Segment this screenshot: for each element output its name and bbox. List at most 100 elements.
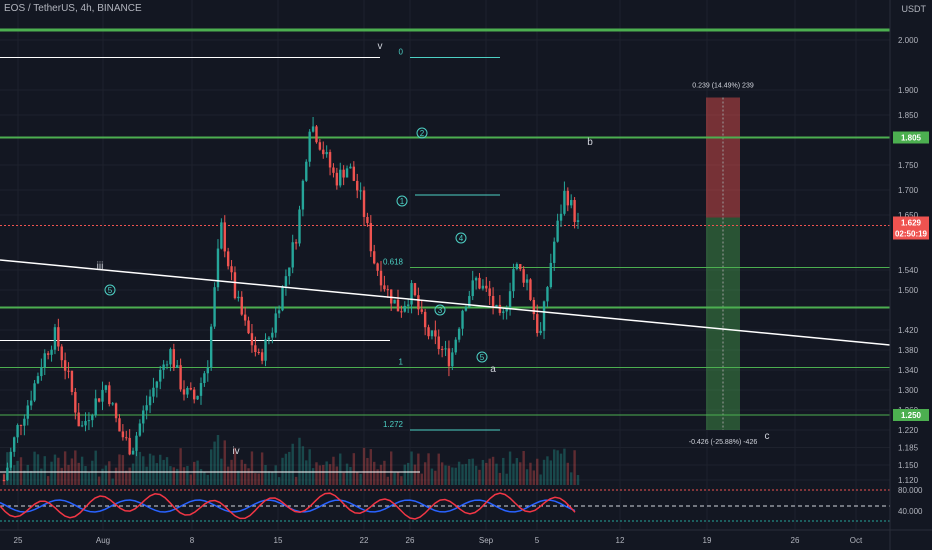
candle-body: [532, 299, 536, 315]
wave-circle-label: 4: [459, 234, 464, 243]
candle-body: [440, 348, 444, 350]
volume-bar: [142, 456, 145, 485]
fib-extension[interactable]: 0 0.618 1 1.272: [0, 48, 890, 431]
candle-body: [468, 296, 471, 308]
fib-label: 1: [399, 358, 404, 367]
candle-body: [498, 304, 502, 313]
candle-body: [549, 262, 553, 288]
volume-bar: [50, 461, 53, 485]
candle-body: [23, 418, 26, 426]
candle-body: [237, 296, 240, 299]
candle-body: [491, 295, 495, 308]
candle-body: [230, 266, 233, 273]
volume-bar: [491, 456, 495, 485]
volume-bar: [267, 471, 271, 485]
candle-body: [485, 285, 488, 289]
candle-body: [203, 373, 206, 384]
candle-body: [206, 367, 209, 374]
volume-bar: [536, 458, 539, 485]
volume-bar: [362, 447, 366, 485]
volume-bar: [512, 463, 515, 485]
candle-body: [345, 168, 349, 178]
volume-bar: [322, 464, 325, 485]
time-tick: 8: [190, 536, 195, 545]
candle-body: [434, 330, 437, 337]
price-tag-label: 1.250: [901, 411, 922, 420]
candle-body: [118, 418, 121, 432]
volume-bar: [342, 472, 345, 485]
volume-bar: [226, 466, 230, 485]
candle-body: [84, 421, 87, 426]
candle-body: [576, 220, 580, 222]
volume-bar: [294, 476, 298, 485]
candle-body: [359, 190, 362, 192]
volume-bar: [80, 456, 84, 485]
price-tick: 1.120: [898, 476, 919, 485]
horizontal-levels[interactable]: [0, 28, 890, 473]
volume-bar: [33, 451, 36, 485]
candle-body: [525, 279, 529, 283]
volume-bar: [451, 467, 454, 485]
volume-bar: [196, 460, 199, 485]
volume-bar: [573, 450, 576, 485]
candle-body: [12, 437, 16, 452]
volume-bar: [522, 451, 525, 485]
price-tag: [893, 216, 929, 229]
volume-bar: [131, 463, 135, 485]
candle-body: [77, 412, 80, 427]
candle-body: [369, 223, 373, 252]
volume-bar: [23, 470, 26, 485]
oscillator-pane: [0, 489, 890, 522]
candle-body: [67, 370, 70, 372]
volume-bar: [369, 449, 373, 485]
candle-body: [298, 209, 301, 244]
candle-body: [121, 431, 125, 438]
volume-bar: [63, 451, 67, 485]
volume-bar: [271, 471, 274, 485]
volume-bar: [138, 451, 142, 485]
candle-body: [400, 311, 403, 313]
time-tick: 15: [274, 536, 283, 545]
wave-circle: [434, 304, 446, 316]
candle-body: [19, 425, 23, 427]
position-tool[interactable]: 0.239 (14.49%) 239 -0.426 (-25.88%) -426: [689, 83, 758, 447]
candle-body: [362, 190, 366, 217]
candle-body: [260, 352, 264, 361]
candle-body: [9, 451, 12, 468]
price-tick: 1.650: [898, 211, 919, 220]
candle-body: [461, 310, 464, 329]
candle-body: [50, 349, 53, 355]
volume-bar: [478, 469, 481, 485]
candle-body: [478, 277, 481, 289]
fib-label: 1.272: [383, 420, 404, 429]
candle-body: [240, 296, 243, 315]
candle-body: [165, 364, 169, 366]
candle-body: [396, 299, 400, 312]
candle-body: [512, 269, 515, 292]
candle-body: [322, 149, 325, 155]
volume-bar: [233, 447, 237, 485]
candle-body: [308, 131, 311, 162]
volume-bar: [206, 474, 209, 485]
candle-body: [94, 398, 97, 416]
price-tick: 2.000: [898, 36, 919, 45]
volume-bar: [393, 472, 396, 485]
candle-body: [33, 383, 36, 401]
candle-body: [148, 396, 152, 406]
candle-body: [315, 126, 318, 143]
volume-bar: [349, 467, 352, 485]
candle-body: [471, 280, 474, 297]
candle-body: [60, 346, 63, 361]
candle-body: [135, 435, 138, 451]
candle-body: [325, 152, 328, 155]
volume-bar: [430, 468, 434, 485]
volume-bar: [254, 473, 257, 485]
volume-bar: [77, 462, 80, 485]
candle-body: [553, 241, 556, 263]
time-tick: 22: [360, 536, 369, 545]
trendline[interactable]: [0, 259, 891, 346]
volume-bar: [325, 461, 328, 485]
volume-bar: [186, 465, 189, 485]
